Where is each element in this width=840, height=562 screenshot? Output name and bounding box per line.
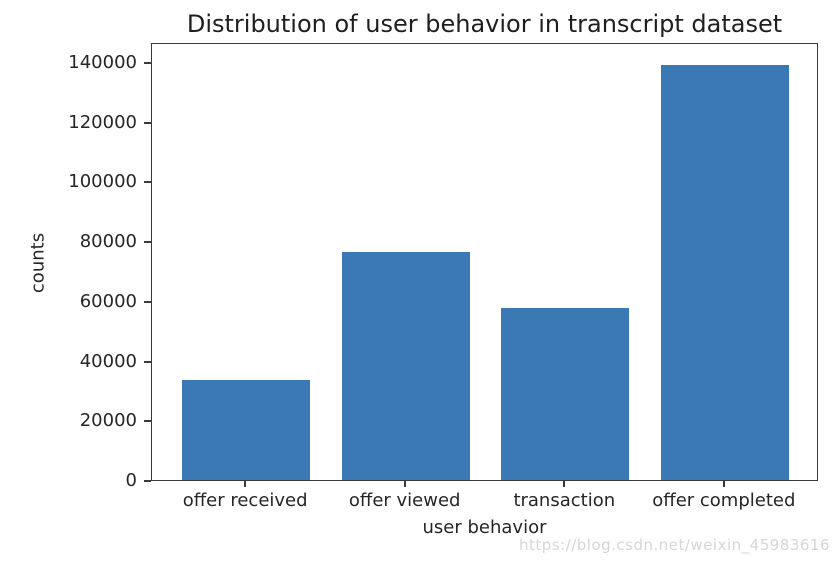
y-tick-mark xyxy=(144,360,151,363)
x-tick-label: offer completed xyxy=(652,490,796,511)
y-tick-mark xyxy=(144,62,151,64)
y-tick-label: 120000 xyxy=(68,111,137,133)
watermark-text: https://blog.csdn.net/weixin_45983616 xyxy=(518,536,830,554)
chart-title: Distribution of user behavior in transcr… xyxy=(186,10,783,38)
y-tick-mark xyxy=(144,181,151,184)
bar-offer-received xyxy=(182,379,310,480)
y-tick-mark xyxy=(144,121,151,124)
bar-offer-completed xyxy=(661,65,789,480)
y-tick-mark xyxy=(144,300,151,303)
bar-transaction xyxy=(501,307,630,480)
x-tick-mark xyxy=(244,481,247,487)
y-tick-mark xyxy=(144,420,151,423)
x-axis-label: user behavior xyxy=(422,517,547,538)
x-tick-label: offer viewed xyxy=(348,490,461,511)
y-tick-label: 140000 xyxy=(68,52,137,73)
x-tick-mark xyxy=(722,481,725,487)
x-tick-mark xyxy=(403,481,406,487)
y-tick-mark xyxy=(144,241,151,244)
y-tick-label: 40000 xyxy=(79,350,137,372)
x-tick-label: transaction xyxy=(513,490,616,511)
y-tick-label: 20000 xyxy=(79,410,137,432)
y-tick-label: 0 xyxy=(125,470,137,491)
x-tick-mark xyxy=(563,481,566,487)
y-tick-label: 100000 xyxy=(68,171,137,193)
bar-offer-viewed xyxy=(341,251,470,480)
y-tick-mark xyxy=(144,480,151,482)
y-tick-label: 80000 xyxy=(79,231,137,253)
plot-area xyxy=(151,43,818,481)
x-tick-label: offer received xyxy=(182,490,308,511)
y-tick-label: 60000 xyxy=(79,290,137,312)
